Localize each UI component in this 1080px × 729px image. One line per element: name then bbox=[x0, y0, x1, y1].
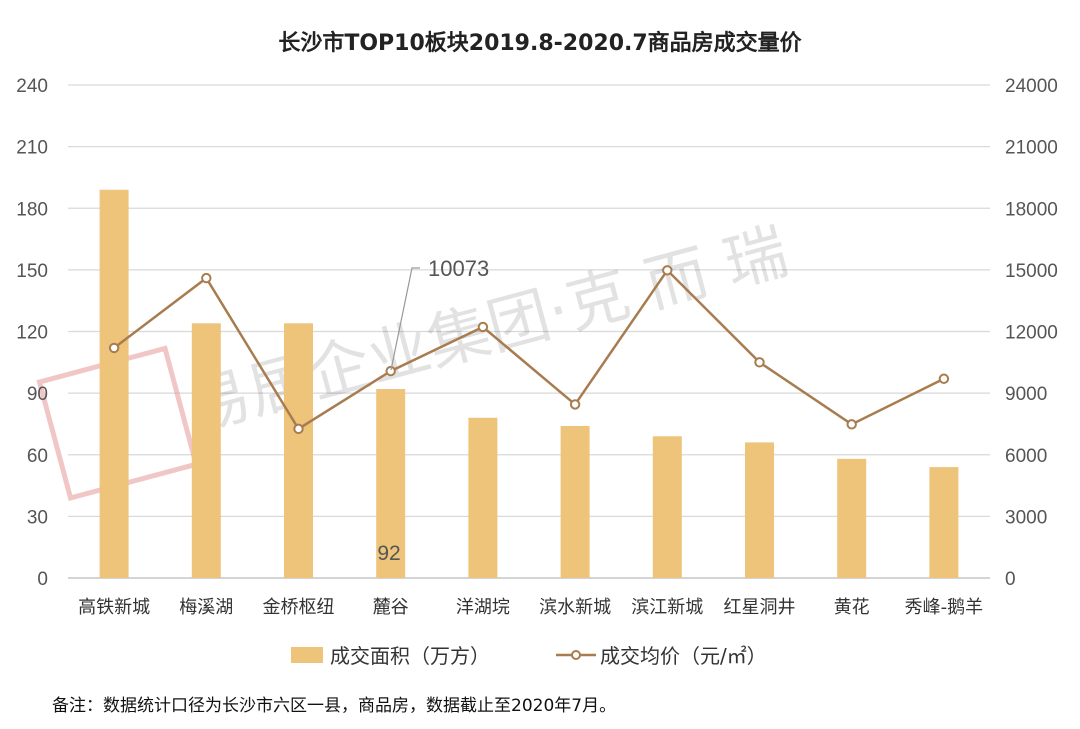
left-tick-label: 60 bbox=[27, 446, 48, 467]
category-label: 洋湖垸 bbox=[456, 597, 510, 618]
right-tick-label: 6000 bbox=[1005, 446, 1047, 467]
category-label: 滨水新城 bbox=[539, 597, 611, 618]
left-tick-label: 30 bbox=[27, 507, 48, 528]
axes: 0 30 60 90 120 150 180 210 240 0 3000 6000 9000 12000… bbox=[16, 76, 1058, 618]
data-labels: 92 10073 bbox=[377, 256, 489, 565]
category-label: 秀峰-鹅羊 bbox=[905, 597, 984, 618]
line-series bbox=[108, 265, 950, 435]
data-label-line-lugu: 10073 bbox=[428, 256, 489, 281]
right-tick-label: 21000 bbox=[1005, 138, 1058, 159]
legend-line-label: 成交均价（元/㎡） bbox=[600, 644, 767, 668]
bar bbox=[191, 323, 221, 578]
right-tick-label: 3000 bbox=[1005, 507, 1047, 528]
leader-line bbox=[390, 267, 420, 371]
right-tick-label: 15000 bbox=[1005, 261, 1058, 282]
legend-bar-label: 成交面积（万方） bbox=[330, 644, 490, 668]
legend: 成交面积（万方） 成交均价（元/㎡） bbox=[291, 644, 767, 668]
left-tick-label: 180 bbox=[16, 199, 48, 220]
left-tick-label: 0 bbox=[37, 569, 48, 590]
legend-line-marker bbox=[571, 650, 581, 660]
bar bbox=[929, 467, 959, 578]
line-point bbox=[201, 272, 212, 284]
category-label: 滨江新城 bbox=[631, 597, 703, 618]
right-tick-label: 9000 bbox=[1005, 384, 1047, 405]
bar bbox=[652, 436, 682, 578]
category-label: 高铁新城 bbox=[78, 597, 150, 618]
line-point bbox=[846, 419, 857, 430]
category-label: 红星洞井 bbox=[724, 597, 796, 618]
line-point bbox=[569, 399, 581, 410]
bar bbox=[745, 442, 774, 578]
left-tick-label: 90 bbox=[27, 384, 48, 405]
line-point bbox=[477, 321, 489, 333]
right-tick-label: 24000 bbox=[1005, 76, 1058, 97]
line-point bbox=[662, 265, 673, 276]
line-point bbox=[754, 357, 765, 368]
right-tick-label: 0 bbox=[1005, 569, 1016, 590]
gridlines bbox=[68, 84, 990, 579]
bar bbox=[376, 389, 406, 578]
category-label: 金桥枢纽 bbox=[263, 597, 335, 618]
left-tick-label: 240 bbox=[16, 76, 48, 97]
line-point bbox=[108, 342, 120, 354]
legend-bar-swatch bbox=[291, 647, 323, 663]
category-label: 黄花 bbox=[834, 597, 870, 618]
line-point bbox=[385, 365, 396, 377]
bar bbox=[284, 323, 313, 578]
right-tick-label: 12000 bbox=[1005, 323, 1058, 344]
left-tick-label: 150 bbox=[16, 261, 48, 282]
data-label-bar-lugu: 92 bbox=[377, 542, 400, 565]
right-tick-label: 18000 bbox=[1005, 199, 1058, 220]
bar bbox=[99, 189, 129, 578]
price-line bbox=[113, 268, 945, 431]
bar bbox=[837, 458, 867, 578]
category-label: 梅溪湖 bbox=[179, 597, 233, 618]
bar bbox=[560, 425, 590, 578]
bar-series bbox=[99, 189, 959, 578]
bar bbox=[468, 417, 498, 578]
line-point bbox=[293, 423, 304, 435]
footnote: 备注：数据统计口径为长沙市六区一县，商品房，数据截止至2020年7月。 bbox=[52, 696, 616, 716]
line-point bbox=[938, 373, 950, 384]
left-tick-label: 210 bbox=[16, 138, 48, 159]
chart-title: 长沙市TOP10板块2019.8-2020.7商品房成交量价 bbox=[278, 30, 802, 56]
left-tick-label: 120 bbox=[16, 323, 48, 344]
category-label: 麓谷 bbox=[373, 597, 409, 618]
